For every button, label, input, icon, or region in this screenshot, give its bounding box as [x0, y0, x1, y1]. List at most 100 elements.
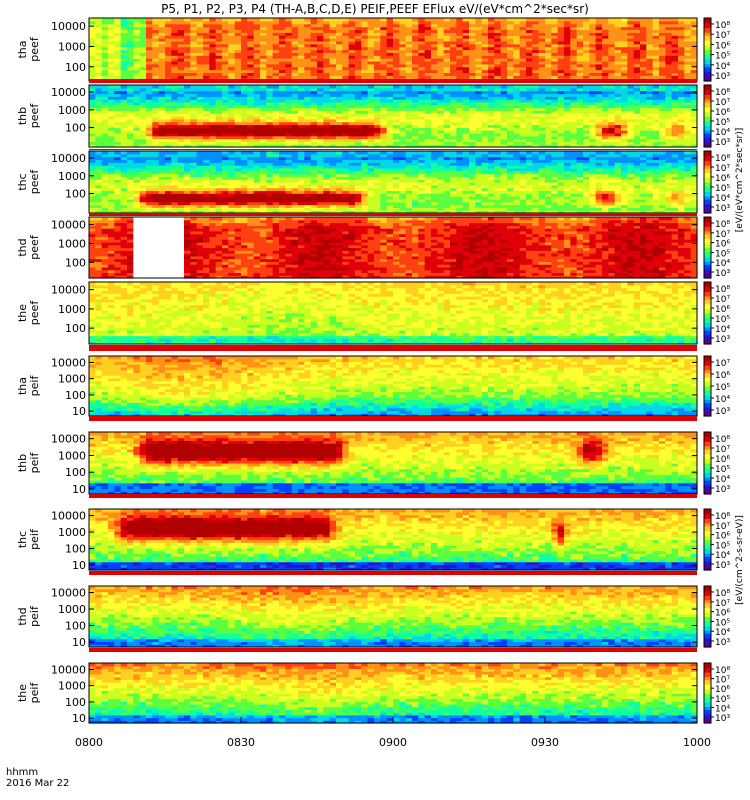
spectrogram-cell: [114, 85, 122, 89]
spectrogram-cell: [203, 101, 210, 106]
spectrogram-cell: [361, 90, 369, 95]
spectrogram-cell: [431, 75, 438, 79]
spectrogram-cell: [538, 60, 546, 65]
spectrogram-cell: [190, 116, 198, 120]
spectrogram-cell: [462, 20, 470, 25]
spectrogram-cell: [114, 29, 122, 33]
spectrogram-cell: [272, 69, 280, 74]
spectrogram-cell: [348, 138, 356, 142]
spectrogram-cell: [348, 85, 356, 89]
spectrogram-cell: [494, 130, 502, 134]
spectrogram-cell: [526, 40, 533, 45]
spectrogram-cell: [158, 182, 166, 186]
spectrogram-cell: [234, 121, 242, 126]
spectrogram-cell: [127, 198, 134, 203]
spectrogram-cell: [475, 49, 483, 53]
spectrogram-cell: [640, 104, 647, 109]
spectrogram-cell: [431, 101, 438, 106]
spectrogram-cell: [146, 198, 153, 203]
spectrogram-cell: [323, 18, 331, 22]
spectrogram-cell: [196, 58, 204, 62]
spectrogram-cell: [146, 72, 153, 76]
spectrogram-cell: [633, 32, 641, 36]
spectrogram-cell: [266, 32, 274, 36]
spectrogram-cell: [114, 110, 122, 114]
spectrogram-cell: [633, 104, 641, 109]
spectrogram-cell: [361, 135, 369, 140]
spectrogram-cell: [304, 55, 312, 59]
spectrogram-cell: [177, 207, 185, 211]
spectrogram-cell: [317, 124, 324, 128]
spectrogram-cell: [545, 26, 552, 31]
spectrogram-cell: [177, 151, 185, 155]
spectrogram-cell: [89, 173, 96, 177]
spectrogram-cell: [393, 107, 400, 111]
spectrogram-cell: [399, 58, 407, 62]
spectrogram-cell: [570, 38, 578, 42]
spectrogram-cell: [139, 162, 147, 166]
spectrogram-cell: [393, 124, 400, 128]
spectrogram-cell: [209, 121, 217, 126]
spectrogram-cell: [165, 144, 172, 148]
spectrogram-cell: [684, 46, 692, 51]
spectrogram-cell: [621, 99, 628, 103]
spectrogram-cell: [190, 93, 198, 97]
spectrogram-cell: [652, 18, 660, 22]
spectrogram-cell: [228, 151, 236, 155]
spectrogram-cell: [583, 101, 590, 106]
spectrogram-cell: [614, 38, 622, 42]
spectrogram-cell: [184, 116, 191, 120]
colorbar-cell: [704, 54, 711, 57]
spectrogram-cell: [545, 130, 552, 134]
spectrogram-cell: [146, 196, 153, 200]
spectrogram-cell: [557, 66, 565, 71]
spectrogram-cell: [247, 35, 255, 39]
spectrogram-cell: [526, 127, 533, 131]
spectrogram-cell: [101, 179, 109, 183]
spectrogram-cell: [456, 127, 464, 131]
spectrogram-cell: [412, 124, 419, 128]
spectrogram-cell: [139, 153, 147, 158]
spectrogram-cell: [247, 66, 255, 71]
spectrogram-cell: [171, 187, 179, 192]
spectrogram-cell: [177, 113, 185, 117]
spectrogram-cell: [614, 118, 622, 123]
spectrogram-cell: [526, 130, 533, 134]
spectrogram-cell: [348, 20, 356, 25]
spectrogram-cell: [260, 60, 267, 65]
spectrogram-cell: [146, 182, 153, 186]
spectrogram-cell: [659, 93, 666, 97]
spectrogram-cell: [196, 127, 204, 131]
spectrogram-cell: [336, 96, 343, 100]
colorbar-cell: [704, 88, 711, 91]
colorbar-cell: [704, 49, 711, 52]
spectrogram-cell: [488, 110, 495, 114]
spectrogram-cell: [260, 99, 267, 103]
spectrogram-cell: [633, 101, 641, 106]
spectrogram-cell: [545, 43, 552, 48]
spectrogram-cell: [310, 101, 318, 106]
spectrogram-cell: [646, 69, 654, 74]
spectrogram-cell: [114, 26, 122, 31]
spectrogram-cell: [583, 124, 590, 128]
spectrogram-cell: [165, 159, 172, 163]
spectrogram-cell: [120, 135, 128, 140]
spectrogram-cell: [374, 35, 381, 39]
spectrogram-cell: [133, 141, 141, 145]
spectrogram-cell: [196, 66, 204, 71]
spectrogram-cell: [671, 46, 679, 51]
spectrogram-cell: [646, 107, 654, 111]
spectrogram-cell: [443, 29, 451, 33]
spectrogram-cell: [469, 72, 476, 76]
spectrogram-cell: [247, 58, 255, 62]
spectrogram-cell: [595, 29, 603, 33]
spectrogram-cell: [89, 176, 96, 180]
spectrogram-cell: [507, 63, 514, 68]
spectrogram-cell: [374, 132, 381, 137]
spectrogram-cell: [576, 63, 584, 68]
spectrogram-cell: [551, 99, 559, 103]
spectrogram-cell: [627, 75, 635, 79]
spectrogram-cell: [171, 93, 179, 97]
spectrogram-cell: [450, 38, 457, 42]
spectrogram-cell: [177, 58, 185, 62]
